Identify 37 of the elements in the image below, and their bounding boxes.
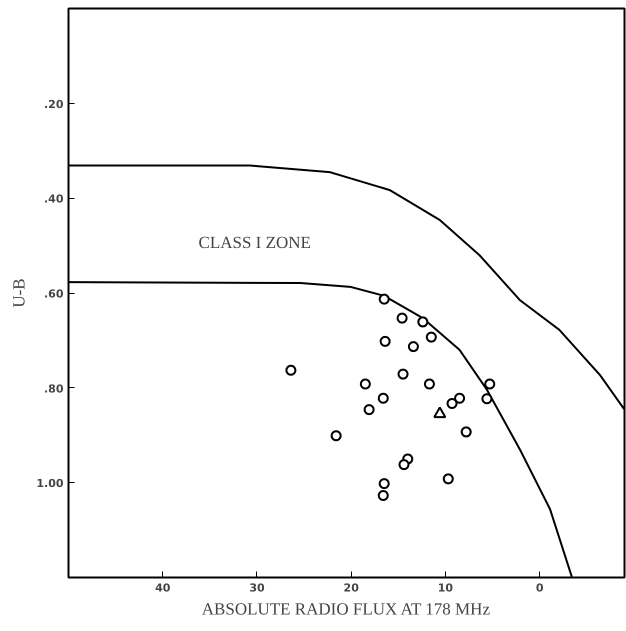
point xyxy=(380,336,391,347)
line-series xyxy=(68,281,573,578)
point xyxy=(378,294,390,305)
point xyxy=(426,332,437,343)
y-tick-label: .80 xyxy=(44,382,64,396)
x-tick-label: 40 xyxy=(155,582,171,594)
point xyxy=(417,316,428,328)
point xyxy=(398,368,409,380)
x-tick-label: 0 xyxy=(536,582,544,594)
point xyxy=(378,392,389,404)
point xyxy=(481,393,492,404)
point xyxy=(364,404,375,416)
point xyxy=(330,430,342,442)
point xyxy=(433,406,446,418)
x-tick-label: 10 xyxy=(438,582,454,594)
y-axis-title: U-B xyxy=(9,278,28,308)
x-tick-label: 20 xyxy=(344,582,360,594)
y-tick-label: .60 xyxy=(44,288,64,300)
point xyxy=(378,490,389,501)
point xyxy=(454,392,466,404)
point xyxy=(360,378,371,390)
point xyxy=(446,398,458,409)
point xyxy=(484,378,496,390)
point xyxy=(285,364,296,376)
point xyxy=(398,459,410,470)
point xyxy=(460,426,472,438)
point xyxy=(442,473,454,484)
point xyxy=(378,478,390,490)
point xyxy=(424,378,435,390)
point xyxy=(396,312,408,324)
x-tick-label: 30 xyxy=(249,582,265,594)
annotation: CLASS I ZONE xyxy=(198,233,311,252)
y-tick-label: .40 xyxy=(44,192,64,206)
y-tick-label: 1.00 xyxy=(36,477,64,490)
point xyxy=(408,341,419,352)
y-tick-label: .20 xyxy=(44,98,64,111)
x-axis-title: ABSOLUTE RADIO FLUX AT 178 MHz xyxy=(202,600,490,618)
